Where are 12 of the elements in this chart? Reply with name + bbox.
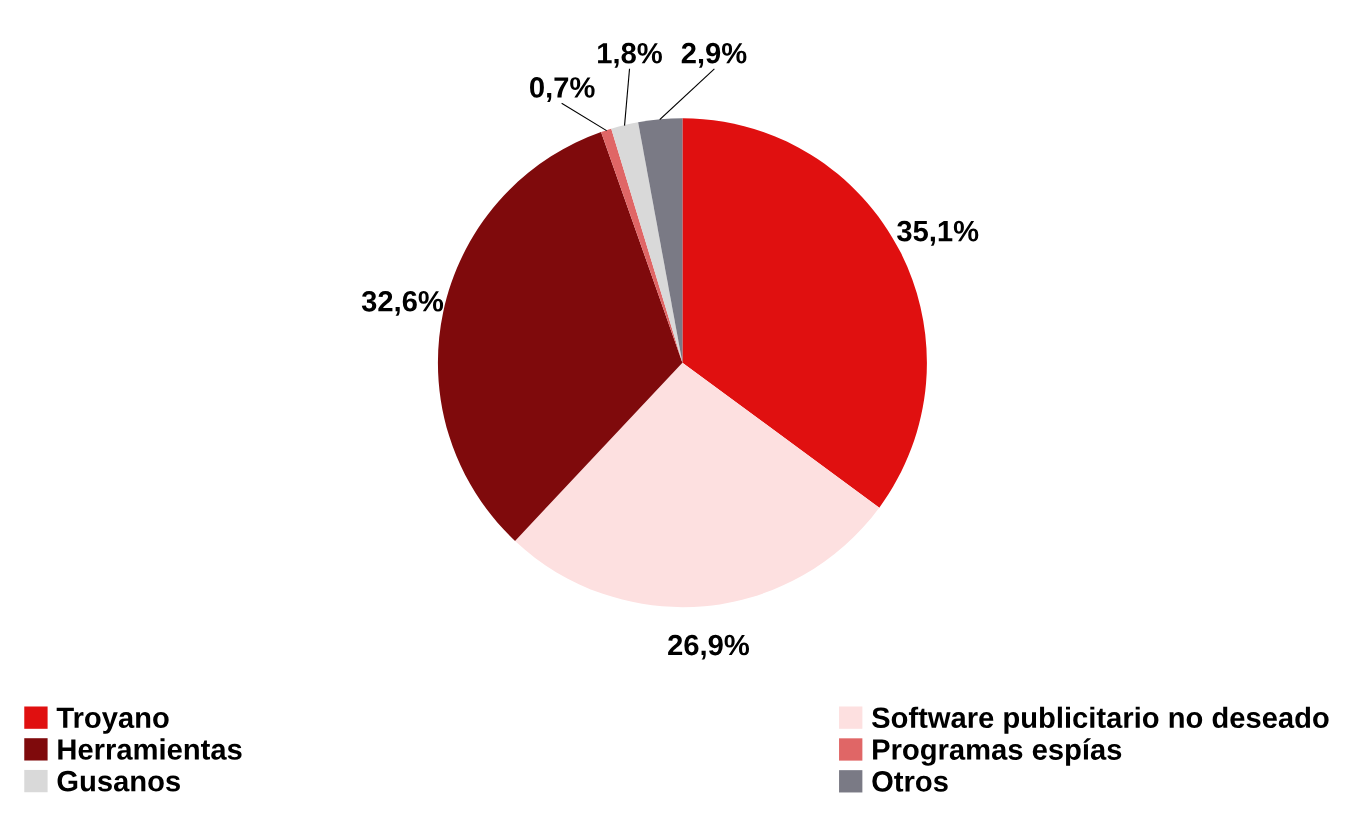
legend-label: Gusanos	[57, 770, 180, 792]
data-label: 0,7%	[530, 77, 595, 102]
data-label: 32,6%	[361, 290, 444, 316]
legend-label: Otros	[872, 771, 948, 792]
legend-label: Herramientas	[58, 738, 242, 760]
data-label: 2,9%	[681, 42, 747, 68]
legend-label: Programas espías	[873, 738, 1122, 766]
data-label: 35,1%	[897, 220, 979, 246]
legend-label: Software publicitario no deseado	[871, 706, 1329, 734]
data-label: 1,8%	[598, 42, 662, 68]
legend-label: Troyano	[56, 707, 169, 734]
data-label: 26,9%	[668, 634, 750, 660]
